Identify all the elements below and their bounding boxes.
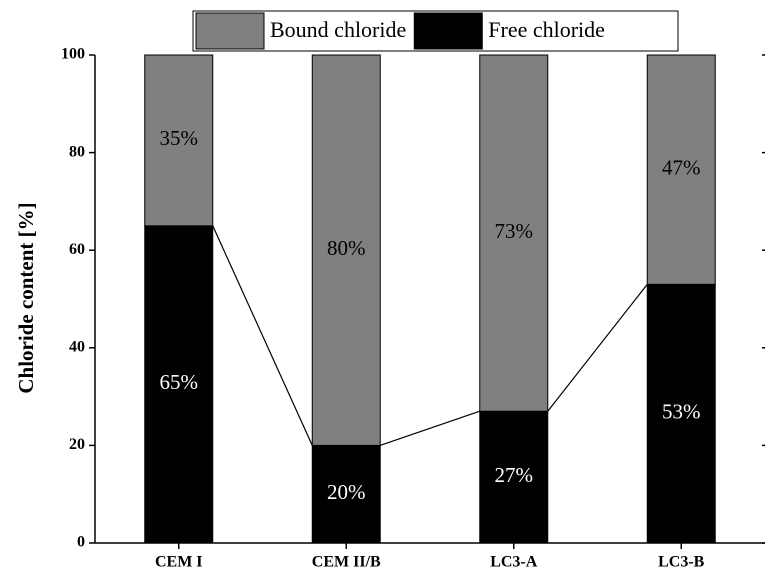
bar-segment (479, 54, 549, 412)
bar-segment (646, 283, 716, 544)
y-tick-label: 80 (69, 143, 85, 160)
connector-line (212, 225, 313, 446)
bar-segment (144, 54, 214, 227)
value-label: 53% (662, 399, 701, 423)
x-tick-label: LC3-A (490, 554, 538, 571)
bar-segment (144, 225, 214, 544)
y-tick-label: 40 (69, 338, 85, 355)
y-tick-label: 20 (69, 436, 85, 453)
value-label: 27% (495, 463, 534, 487)
legend-label: Free chloride (488, 17, 605, 42)
value-label: 20% (327, 480, 366, 504)
bar-segment (311, 444, 381, 544)
y-tick-label: 0 (77, 534, 85, 551)
bar-segment (311, 54, 381, 446)
x-tick-label: CEM I (155, 554, 203, 571)
bar-segment (479, 410, 549, 544)
y-axis-label: Chloride content [%] (14, 202, 38, 393)
y-tick-label: 100 (61, 46, 85, 63)
connector-line (380, 410, 480, 446)
value-label: 73% (495, 219, 534, 243)
x-tick-label: LC3-B (658, 554, 705, 571)
value-label: 35% (160, 126, 199, 150)
x-tick-label: CEM II/B (312, 554, 381, 571)
legend-swatch (195, 12, 265, 50)
bar-segment (646, 54, 716, 285)
legend-label: Bound chloride (270, 17, 406, 42)
legend-swatch (413, 12, 483, 50)
value-label: 65% (160, 370, 199, 394)
value-label: 80% (327, 236, 366, 260)
value-label: 47% (662, 155, 701, 179)
connector-line (547, 283, 648, 412)
y-tick-label: 60 (69, 241, 85, 258)
